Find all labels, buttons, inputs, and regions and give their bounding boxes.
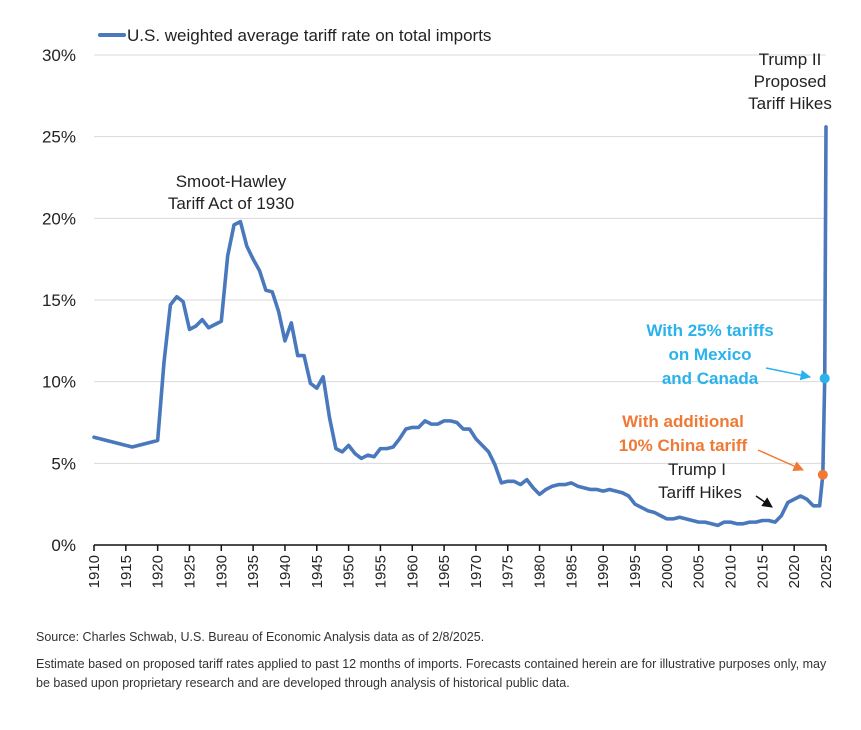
x-tick-label: 1965 bbox=[436, 555, 453, 588]
x-tick-label: 1980 bbox=[532, 555, 549, 588]
x-tick-label: 1920 bbox=[150, 555, 167, 588]
x-tick-label: 1940 bbox=[277, 555, 294, 588]
annotation-china-tariff-arrow bbox=[757, 449, 804, 471]
annotation-mexico-canada-line-1: With 25% tariffs bbox=[646, 321, 773, 340]
gridlines bbox=[94, 54, 826, 464]
x-tick-label: 1915 bbox=[118, 555, 135, 588]
series-layer bbox=[92, 125, 828, 528]
x-tick-label: 1975 bbox=[500, 555, 517, 588]
annotation-mexico-canada-line-3: and Canada bbox=[662, 369, 759, 388]
x-tick-label: 1950 bbox=[341, 555, 358, 588]
x-axis: 1910 1915 1920 1925 1930 1935 1940 1945 1950 1955… bbox=[86, 544, 835, 588]
x-tick-label: 1990 bbox=[595, 555, 612, 588]
annotation-trump-ii-line-3: Tariff Hikes bbox=[748, 94, 832, 113]
series-line-0 bbox=[92, 125, 828, 528]
chart-notes: Source: Charles Schwab, U.S. Bureau of E… bbox=[36, 628, 836, 701]
x-tick-label: 1985 bbox=[563, 555, 580, 588]
x-tick-label: 2020 bbox=[786, 555, 803, 588]
annotation-trump-i-line-2: Tariff Hikes bbox=[658, 483, 742, 502]
x-tick-label: 1955 bbox=[372, 555, 389, 588]
x-tick-label: 1930 bbox=[213, 555, 230, 588]
x-tick-label: 1960 bbox=[404, 555, 421, 588]
x-tick-label: 1925 bbox=[181, 555, 198, 588]
y-tick-label: 5% bbox=[51, 454, 76, 473]
x-tick-label: 1970 bbox=[468, 555, 485, 588]
annotation-mexico-canada-line-2: on Mexico bbox=[668, 345, 751, 364]
annotation-mexico-canada-arrow bbox=[765, 367, 812, 381]
annotation-china-tariff-line-1: With additional bbox=[622, 412, 744, 431]
legend: U.S. weighted average tariff rate on tot… bbox=[98, 26, 491, 45]
y-tick-label: 15% bbox=[42, 291, 76, 310]
source-note: Source: Charles Schwab, U.S. Bureau of E… bbox=[36, 630, 485, 644]
y-tick-label: 20% bbox=[42, 209, 76, 228]
annotation-trump-i-arrow bbox=[755, 495, 773, 508]
x-tick-label: 2015 bbox=[754, 555, 771, 588]
y-tick-label: 0% bbox=[51, 536, 76, 555]
annotation-smoot-hawley-line-1: Smoot-Hawley bbox=[176, 172, 287, 191]
legend-label: U.S. weighted average tariff rate on tot… bbox=[127, 26, 491, 45]
x-tick-label: 1935 bbox=[245, 555, 262, 588]
disclaimer-note: Estimate based on proposed tariff rates … bbox=[36, 657, 827, 690]
y-tick-label: 25% bbox=[42, 128, 76, 147]
data-marker-0 bbox=[817, 469, 828, 480]
annotation-mexico-canada: With 25% tariffs on Mexico and Canada bbox=[646, 321, 812, 388]
annotation-trump-i-line-1: Trump I bbox=[668, 460, 726, 479]
annotation-china-tariff-line-2: 10% China tariff bbox=[619, 436, 748, 455]
x-tick-label: 1945 bbox=[309, 555, 326, 588]
x-tick-label: 2005 bbox=[691, 555, 708, 588]
x-tick-label: 2000 bbox=[659, 555, 676, 588]
y-tick-label: 10% bbox=[42, 373, 76, 392]
annotation-trump-i: Trump I Tariff Hikes bbox=[658, 460, 773, 508]
annotation-china-tariff: With additional 10% China tariff bbox=[619, 412, 804, 471]
y-tick-label: 30% bbox=[42, 46, 76, 65]
x-tick-label: 1995 bbox=[627, 555, 644, 588]
annotation-trump-ii: Trump II Proposed Tariff Hikes bbox=[748, 50, 832, 113]
annotation-trump-ii-line-2: Proposed bbox=[754, 72, 827, 91]
marker-layer bbox=[817, 373, 830, 480]
tariff-chart: 0% 5% 10% 15% 20% 25% 30% 1910 1915 1920 1925 1930… bbox=[42, 26, 835, 588]
annotation-smoot-hawley: Smoot-Hawley Tariff Act of 1930 bbox=[168, 172, 294, 213]
annotation-trump-ii-line-1: Trump II bbox=[759, 50, 822, 69]
x-tick-label: 1910 bbox=[86, 555, 103, 588]
x-tick-label: 2025 bbox=[818, 555, 835, 588]
data-marker-1 bbox=[819, 373, 830, 384]
annotation-smoot-hawley-line-2: Tariff Act of 1930 bbox=[168, 194, 294, 213]
x-tick-label: 2010 bbox=[723, 555, 740, 588]
chart-svg: 0% 5% 10% 15% 20% 25% 30% 1910 1915 1920 1925 1930… bbox=[42, 26, 835, 588]
y-axis-labels: 0% 5% 10% 15% 20% 25% 30% bbox=[42, 46, 76, 555]
